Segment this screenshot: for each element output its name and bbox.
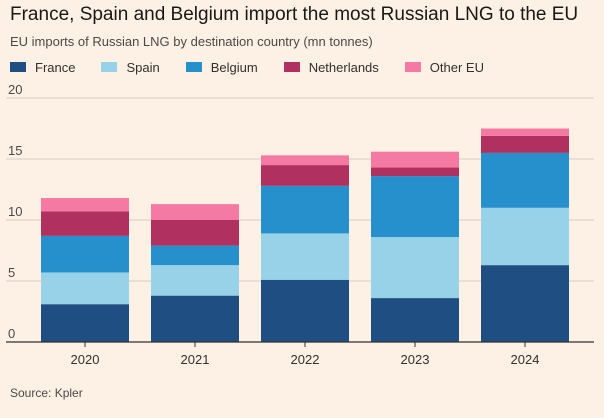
y-tick-label: 15	[8, 143, 22, 158]
bar-other-eu-2020	[41, 198, 129, 212]
legend-label-other-eu: Other EU	[429, 59, 484, 75]
legend-swatch-spain	[101, 62, 118, 72]
bar-belgium-2022	[261, 185, 349, 234]
bar-other-eu-2024	[481, 128, 569, 136]
bar-france-2021	[151, 295, 239, 342]
legend-label-spain: Spain	[126, 59, 160, 75]
bar-netherlands-2022	[261, 165, 349, 186]
bar-other-eu-2023	[371, 151, 459, 168]
bar-france-2024	[481, 265, 569, 342]
bar-france-2022	[261, 279, 349, 342]
legend-label-belgium: Belgium	[210, 59, 258, 75]
legend-swatch-other-eu	[404, 62, 421, 72]
legend-swatch-france	[10, 62, 26, 72]
bar-belgium-2024	[481, 152, 569, 208]
bar-belgium-2021	[151, 245, 239, 266]
bar-france-2020	[41, 304, 129, 342]
bar-belgium-2023	[371, 176, 459, 238]
bar-france-2023	[371, 298, 459, 342]
x-tick-label: 2023	[401, 352, 430, 367]
bar-spain-2023	[371, 237, 459, 299]
x-tick-label: 2024	[511, 352, 540, 367]
bar-netherlands-2021	[151, 220, 239, 246]
legend-label-netherlands: Netherlands	[308, 59, 379, 75]
bar-spain-2021	[151, 265, 239, 296]
legend: France Spain Belgium Netherlands Other EU	[10, 58, 510, 76]
x-tick-label: 2021	[181, 352, 210, 367]
source-note: Source: Kpler	[10, 386, 83, 400]
legend-item-other-eu: Other EU	[404, 59, 484, 75]
chart-subtitle: EU imports of Russian LNG by destination…	[10, 34, 373, 49]
bar-belgium-2020	[41, 235, 129, 273]
chart-title: France, Spain and Belgium import the mos…	[10, 4, 579, 25]
legend-item-netherlands: Netherlands	[283, 59, 379, 75]
bar-other-eu-2021	[151, 204, 239, 220]
bar-spain-2022	[261, 233, 349, 280]
y-tick-label: 5	[8, 265, 15, 280]
legend-swatch-netherlands	[283, 62, 300, 72]
legend-item-france: France	[10, 60, 75, 75]
bar-spain-2024	[481, 207, 569, 266]
y-tick-label: 10	[8, 204, 22, 219]
x-tick-label: 2020	[71, 352, 100, 367]
x-tick-label: 2022	[291, 352, 320, 367]
legend-item-spain: Spain	[101, 59, 160, 75]
bar-other-eu-2022	[261, 155, 349, 166]
legend-swatch-belgium	[185, 62, 202, 72]
bar-netherlands-2024	[481, 135, 569, 153]
bar-spain-2020	[41, 272, 129, 305]
bar-netherlands-2020	[41, 211, 129, 236]
legend-item-belgium: Belgium	[185, 59, 258, 75]
bar-netherlands-2023	[371, 167, 459, 177]
y-tick-label: 0	[8, 326, 15, 341]
legend-label-france: France	[35, 59, 76, 75]
y-tick-label: 20	[8, 82, 22, 97]
